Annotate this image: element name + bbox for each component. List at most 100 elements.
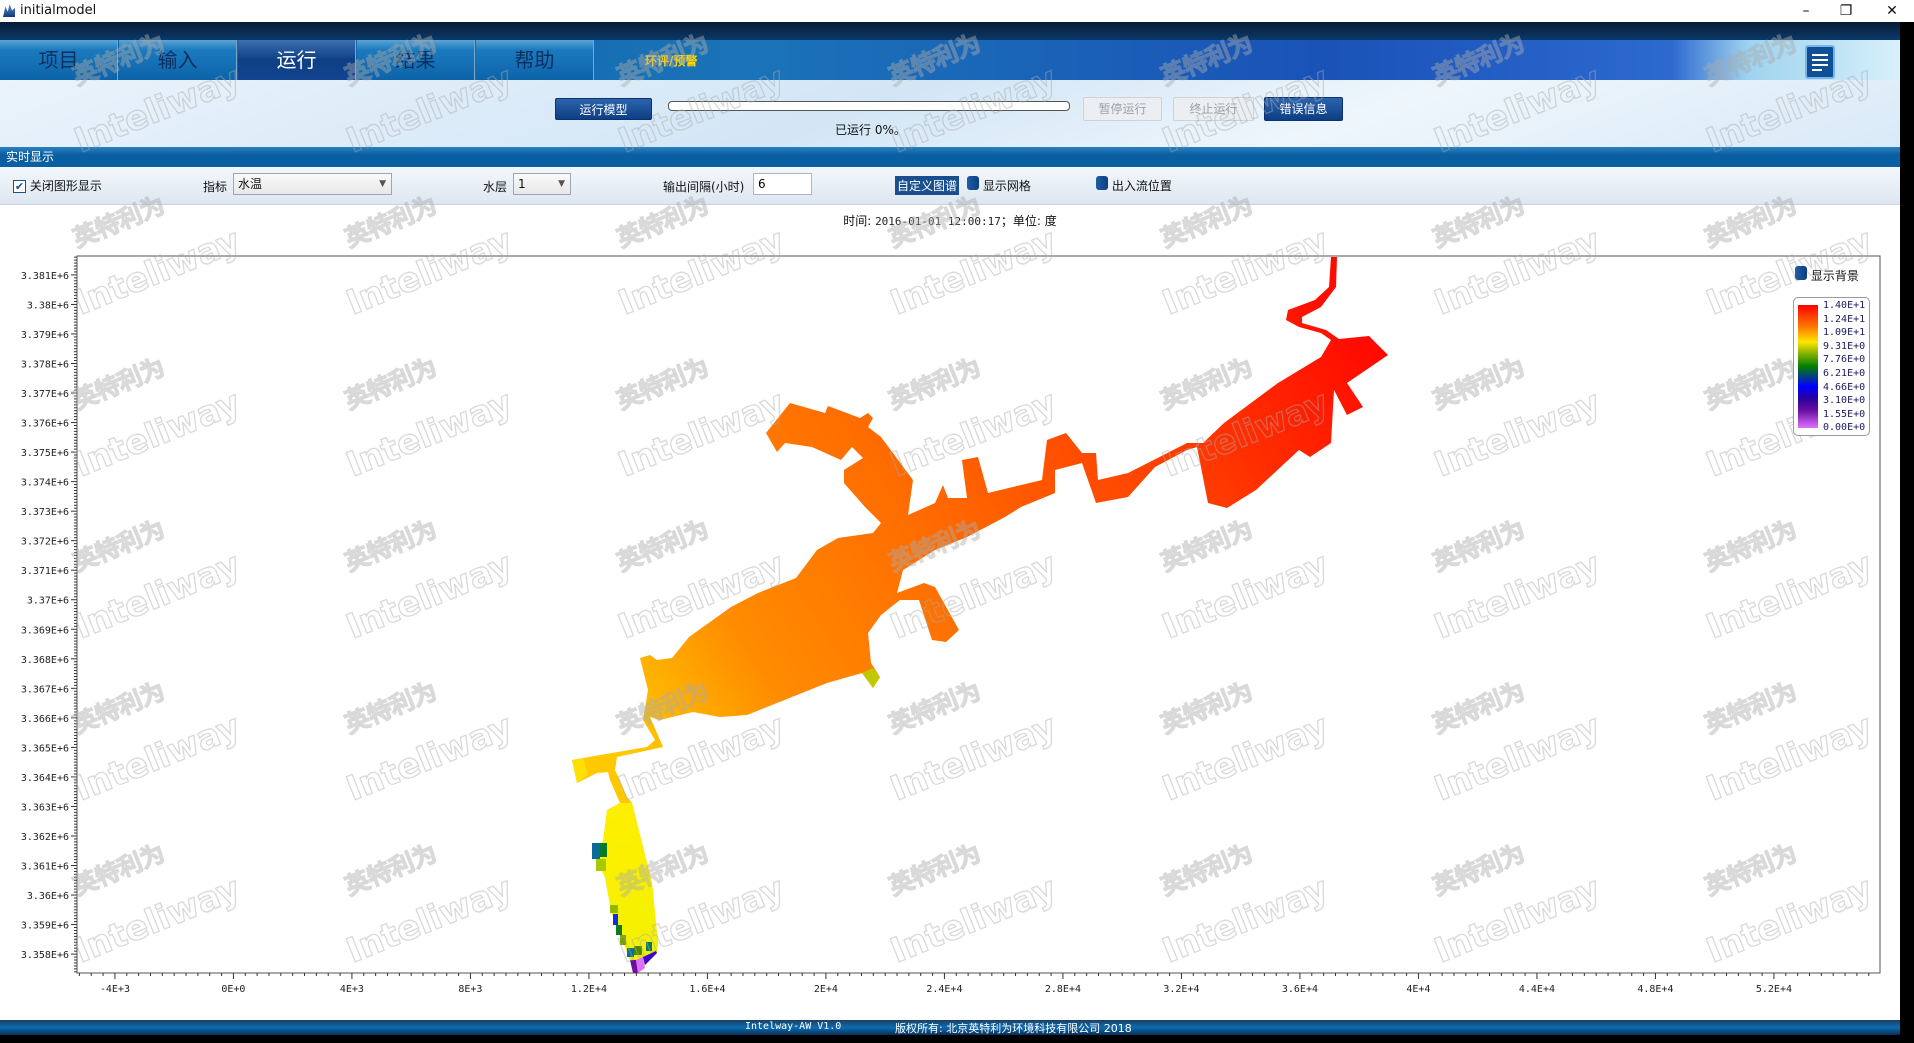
status-footer: Intelway-AW V1.0 版权所有: 北京英特利为环境科技有限公司 20…: [0, 1020, 1900, 1035]
axis-labels: -4E+3 0E+0 4E+3 8E+3 1.2E+4 1.6E+4 2E+4 2.4E+4 2…: [21, 271, 1792, 995]
time-label: 时间:: [843, 214, 872, 228]
inout-position-label: 出入流位置: [1111, 179, 1172, 193]
y-tick-label: 3.381E+6: [21, 271, 69, 282]
plot-frame: [76, 255, 1881, 974]
restore-button[interactable]: ❐: [1839, 3, 1853, 19]
close-graphics-label: 关闭图形显示: [29, 179, 102, 193]
x-tick-label: 4.8E+4: [1637, 984, 1673, 995]
x-tick-label: 4E+4: [1406, 984, 1430, 995]
y-tick-label: 3.379E+6: [21, 330, 69, 341]
y-tick-label: 3.363E+6: [21, 802, 69, 813]
chevron-down-icon: ▼: [558, 179, 565, 189]
x-tick-label: -4E+3: [100, 984, 130, 995]
y-tick-label: 3.372E+6: [21, 537, 69, 548]
time-unit-caption: 时间: 2016-01-01 12:00:17；单位: 度: [0, 212, 1900, 229]
y-tick-label: 3.365E+6: [21, 743, 69, 754]
y-tick-label: 3.368E+6: [21, 655, 69, 666]
y-tick-label: 3.377E+6: [21, 389, 69, 400]
tab-project[interactable]: 项目: [0, 40, 118, 80]
document-edit-icon[interactable]: [1805, 45, 1835, 79]
y-tick-label: 3.373E+6: [21, 507, 69, 518]
run-model-button[interactable]: 运行模型: [555, 98, 652, 120]
version-text: Intelway-AW V1.0: [745, 1021, 842, 1032]
error-info-button[interactable]: 错误信息: [1264, 97, 1343, 121]
checkbox-unchecked-icon: [1096, 176, 1108, 190]
chevron-down-icon: ▼: [379, 179, 386, 189]
tab-input[interactable]: 输入: [119, 40, 237, 80]
y-tick-label: 3.367E+6: [21, 684, 69, 695]
run-progress-bar: [668, 101, 1070, 111]
y-tick-label: 3.359E+6: [21, 921, 69, 932]
y-tick-label: 3.36E+6: [27, 891, 69, 902]
x-tick-label: 0E+0: [221, 984, 245, 995]
checkbox-unchecked-icon: [967, 176, 979, 190]
copyright-text: 版权所有: 北京英特利为环境科技有限公司 2018: [895, 1022, 1132, 1035]
legend-label: 1.24E+1: [1823, 313, 1866, 325]
show-grid-checkbox[interactable]: 显示网格: [967, 176, 1031, 194]
x-tick-label: 4E+3: [340, 984, 364, 995]
tab-run[interactable]: 运行: [238, 40, 356, 80]
layer-value: 1: [518, 177, 526, 191]
close-graphics-checkbox[interactable]: ✔ 关闭图形显示: [13, 177, 102, 194]
y-tick-label: 3.37E+6: [27, 596, 69, 607]
y-tick-label: 3.38E+6: [27, 300, 69, 311]
minimize-button[interactable]: –: [1802, 3, 1810, 19]
x-tick-label: 1.2E+4: [571, 984, 607, 995]
window-edge: [1900, 22, 1914, 1043]
legend-label: 1.55E+0: [1823, 408, 1866, 420]
layer-select[interactable]: 1 ▼: [513, 173, 571, 195]
x-tick-label: 5.2E+4: [1756, 984, 1792, 995]
y-tick-label: 3.358E+6: [21, 950, 69, 961]
axis-ticks: [71, 256, 1870, 979]
checkbox-checked-icon: ✔: [13, 180, 26, 193]
pause-run-button[interactable]: 暂停运行: [1083, 97, 1162, 121]
legend-label: 1.09E+1: [1823, 327, 1866, 339]
indicator-select[interactable]: 水温 ▼: [233, 173, 392, 195]
show-background-checkbox[interactable]: 显示背景: [1795, 266, 1859, 284]
run-toolbar: [0, 80, 1900, 147]
tab-eia-warning[interactable]: 环评/预警: [645, 54, 698, 68]
model-plot[interactable]: -4E+3 0E+0 4E+3 8E+3 1.2E+4 1.6E+4 2E+4 2.4E+4 2…: [0, 0, 1900, 1020]
y-tick-label: 3.369E+6: [21, 625, 69, 636]
y-tick-label: 3.361E+6: [21, 862, 69, 873]
close-button[interactable]: ✕: [1886, 3, 1898, 19]
header-band: [0, 22, 1900, 40]
y-tick-label: 3.364E+6: [21, 773, 69, 784]
y-tick-label: 3.376E+6: [21, 419, 69, 430]
window-title: initialmodel: [20, 3, 97, 18]
output-interval-input[interactable]: [753, 173, 812, 195]
low-temperature-cells: [592, 843, 657, 973]
interval-label: 输出间隔(小时): [663, 180, 745, 194]
river-mouth-cell: [862, 668, 880, 688]
inout-position-checkbox[interactable]: 出入流位置: [1096, 176, 1172, 194]
legend-label: 3.10E+0: [1823, 395, 1866, 407]
footer-edge: [0, 1035, 1900, 1043]
title-bar: initialmodel – ❐ ✕: [0, 0, 1914, 22]
section-header: 实时显示: [0, 147, 1900, 167]
custom-palette-button[interactable]: 自定义图谱: [895, 176, 960, 195]
x-tick-label: 3.6E+4: [1282, 984, 1318, 995]
tab-results[interactable]: 结果: [357, 40, 475, 80]
y-tick-label: 3.375E+6: [21, 448, 69, 459]
river-temperature-field: [572, 257, 1388, 973]
progress-text: 已运行 0%。: [835, 123, 906, 137]
legend-label: 9.31E+0: [1823, 340, 1866, 352]
x-tick-label: 1.6E+4: [689, 984, 725, 995]
river-lower-reach: [592, 803, 658, 973]
x-tick-label: 3.2E+4: [1163, 984, 1199, 995]
y-tick-label: 3.371E+6: [21, 566, 69, 577]
y-tick-label: 3.378E+6: [21, 359, 69, 370]
display-controls: ✔ 关闭图形显示 指标 水温▼ 水层 1▼ 输出间隔(小时) 自定义图谱 显示网…: [0, 167, 1900, 205]
legend-color-bar: [1798, 305, 1818, 428]
indicator-value: 水温: [238, 177, 263, 191]
x-tick-label: 2E+4: [814, 984, 838, 995]
layer-label: 水层: [483, 180, 508, 194]
main-tab-bar: 项目 输入 运行 结果 帮助 环评/预警: [0, 40, 1900, 80]
checkbox-unchecked-icon: [1795, 266, 1807, 280]
stop-run-button[interactable]: 终止运行: [1173, 97, 1254, 121]
indicator-label: 指标: [203, 180, 228, 194]
tab-help[interactable]: 帮助: [476, 40, 594, 80]
show-grid-label: 显示网格: [982, 179, 1031, 193]
x-tick-label: 2.4E+4: [926, 984, 962, 995]
x-tick-label: 2.8E+4: [1045, 984, 1081, 995]
